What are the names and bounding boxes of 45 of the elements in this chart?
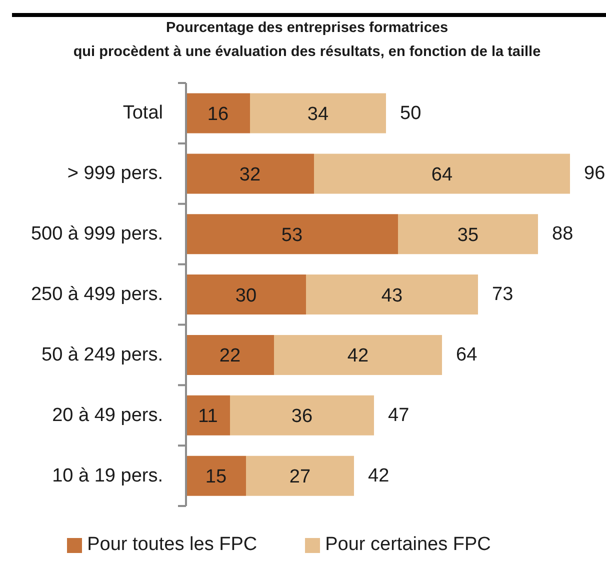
data-label: 35 bbox=[457, 224, 479, 246]
bar bbox=[186, 214, 398, 254]
bar bbox=[306, 274, 478, 315]
total-label: 42 bbox=[368, 465, 390, 486]
data-label: 43 bbox=[381, 285, 403, 306]
bar bbox=[230, 395, 374, 436]
y-tick-label: Total bbox=[122, 102, 163, 124]
bar bbox=[186, 395, 230, 436]
total-label: 50 bbox=[400, 102, 422, 124]
total-label: 96 bbox=[584, 163, 606, 184]
y-tick-label: 50 à 249 pers. bbox=[42, 344, 163, 366]
total-label: 64 bbox=[456, 344, 478, 366]
data-label: 34 bbox=[307, 104, 329, 126]
data-label: 53 bbox=[281, 224, 303, 246]
bar bbox=[398, 214, 538, 254]
y-tick-label: 500 à 999 pers. bbox=[30, 224, 163, 245]
total-label: 73 bbox=[492, 284, 514, 306]
legend-label: Pour certaines FPC bbox=[325, 534, 491, 556]
data-label: 30 bbox=[235, 285, 257, 306]
chart-title: Pourcentage des entreprises formatrices qui procèdent à une évaluation des résultats, en fonction de la taille bbox=[72, 19, 542, 62]
data-label: 32 bbox=[239, 164, 261, 186]
bar bbox=[274, 334, 442, 375]
bar bbox=[250, 93, 386, 134]
data-label: 22 bbox=[219, 346, 241, 367]
total-label: 47 bbox=[388, 404, 410, 426]
y-tick-label: 10 à 19 pers. bbox=[52, 465, 163, 486]
bar bbox=[246, 456, 354, 496]
bar bbox=[314, 154, 570, 194]
data-label: 36 bbox=[291, 406, 313, 428]
bar bbox=[186, 274, 306, 315]
data-label: 27 bbox=[289, 466, 311, 488]
bar bbox=[186, 154, 314, 194]
total-label: 88 bbox=[552, 224, 574, 245]
data-label: 11 bbox=[198, 406, 218, 428]
data-label: 42 bbox=[347, 346, 369, 367]
data-label: 64 bbox=[431, 164, 453, 186]
bar bbox=[186, 334, 274, 375]
y-tick-label: 20 à 49 pers. bbox=[52, 404, 163, 426]
data-label: 16 bbox=[207, 104, 229, 126]
bar bbox=[186, 93, 250, 134]
y-tick-label: > 999 pers. bbox=[67, 163, 163, 184]
legend-label: Pour toutes les FPC bbox=[87, 534, 258, 556]
y-tick-label: 250 à 499 pers. bbox=[30, 284, 163, 305]
data-label: 15 bbox=[205, 466, 227, 488]
bar bbox=[186, 456, 246, 496]
